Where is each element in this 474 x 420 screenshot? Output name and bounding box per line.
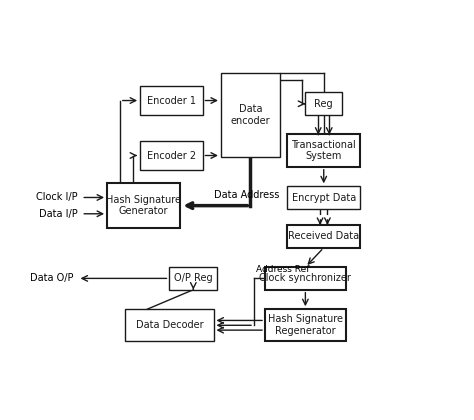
Bar — [265, 309, 346, 341]
Text: Clock synchronizer: Clock synchronizer — [259, 273, 351, 284]
Text: O/P Reg: O/P Reg — [174, 273, 213, 284]
Text: Reg: Reg — [314, 99, 333, 109]
Text: Clock I/P: Clock I/P — [36, 192, 78, 202]
Text: Hash Signature
Generator: Hash Signature Generator — [106, 195, 181, 216]
Text: Hash Signature
Regenerator: Hash Signature Regenerator — [268, 315, 343, 336]
Bar — [140, 141, 202, 170]
Text: Data
encoder: Data encoder — [230, 104, 270, 126]
Bar — [107, 183, 181, 228]
Bar — [125, 309, 213, 341]
Text: Transactional
System: Transactional System — [292, 140, 356, 161]
Text: Data Address: Data Address — [214, 190, 279, 200]
Text: Encoder 1: Encoder 1 — [147, 95, 196, 105]
Text: Received Data: Received Data — [288, 231, 359, 241]
Text: Data I/P: Data I/P — [39, 209, 78, 219]
Text: Data Decoder: Data Decoder — [136, 320, 203, 330]
Text: Encoder 2: Encoder 2 — [147, 150, 196, 160]
Bar — [221, 73, 280, 157]
Text: Address Ref: Address Ref — [256, 265, 309, 273]
Text: Encrypt Data: Encrypt Data — [292, 192, 356, 202]
Bar — [287, 134, 360, 167]
Bar — [287, 186, 360, 209]
Bar — [305, 92, 342, 115]
Bar — [169, 267, 217, 290]
Text: Data O/P: Data O/P — [30, 273, 74, 284]
Bar — [265, 267, 346, 290]
Bar — [140, 86, 202, 115]
Bar — [287, 225, 360, 248]
